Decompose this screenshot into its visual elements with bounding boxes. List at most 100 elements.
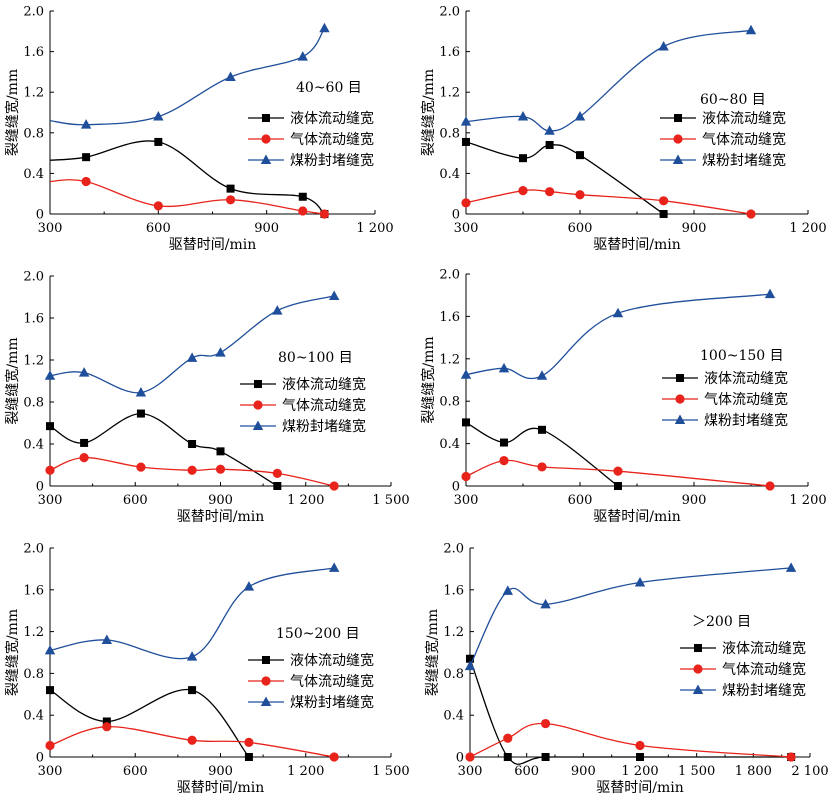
x-tick-label: 1 200: [789, 221, 826, 236]
x-tick-label: 600: [123, 493, 148, 508]
data-point: [329, 481, 339, 491]
legend-label: 气体流动缝宽: [282, 397, 366, 414]
data-point: [518, 186, 528, 196]
y-tick-label: 0: [456, 751, 464, 766]
data-point: [243, 581, 255, 591]
legend-label: 煤粉封堵缝宽: [722, 682, 806, 699]
x-tick-label: 900: [682, 221, 707, 236]
x-tick-label: 600: [146, 221, 171, 236]
data-point: [45, 465, 55, 475]
x-tick-label: 900: [571, 764, 596, 779]
y-tick-label: 2.0: [439, 5, 460, 20]
series-line: [465, 189, 752, 215]
x-tick-label: 1 200: [287, 764, 324, 779]
legend-label: 气体流动缝宽: [290, 673, 374, 690]
data-point: [328, 290, 340, 300]
legend-marker: [261, 134, 271, 144]
series-liquid: [46, 686, 253, 761]
data-point: [80, 438, 89, 447]
data-point: [499, 455, 509, 466]
data-point: [635, 740, 645, 751]
data-point: [136, 462, 146, 472]
y-axis-label: 裂缝缝宽/mm: [4, 69, 21, 156]
x-tick-label: 1 200: [287, 493, 324, 508]
data-point: [634, 576, 646, 587]
legend-marker: [254, 380, 262, 388]
data-point: [460, 116, 472, 126]
data-point: [659, 210, 668, 218]
y-tick-label: 0: [36, 751, 44, 766]
data-point: [154, 137, 163, 146]
data-point: [461, 471, 471, 482]
legend-label: 煤粉封堵缝宽: [290, 694, 374, 711]
legend-label: 液体流动缝宽: [702, 110, 786, 127]
legend-marker: [261, 676, 271, 686]
data-point: [545, 187, 555, 197]
x-axis-label: 驱替时间/min: [177, 509, 265, 525]
legend-marker: [260, 154, 272, 164]
data-point: [102, 717, 111, 726]
data-point: [78, 367, 90, 377]
data-point: [272, 305, 283, 315]
x-tick-label: 900: [682, 493, 707, 508]
series-coal: [49, 22, 330, 129]
chart-panel-4: 0 0.4 0.8 1.2 1.6 2.0 300 600 900 1 200 驱替时间/min 裂缝…: [420, 268, 827, 526]
data-point: [46, 686, 54, 695]
series-line: [49, 688, 250, 758]
series-line: [465, 421, 619, 487]
legend-marker: [693, 664, 703, 674]
series-liquid: [462, 137, 668, 218]
y-tick-label: 1.6: [23, 312, 44, 327]
data-point: [329, 752, 339, 762]
legend-marker: [676, 374, 684, 382]
data-point: [186, 352, 198, 362]
legend-marker: [260, 696, 272, 706]
series-liquid: [46, 409, 282, 490]
x-axis-label: 驱替时间/min: [169, 237, 257, 253]
data-point: [188, 440, 197, 448]
data-point: [544, 125, 555, 135]
data-point: [785, 562, 797, 572]
x-tick-label: 600: [568, 493, 593, 508]
data-point: [500, 438, 508, 447]
data-point: [82, 153, 91, 162]
data-point: [540, 718, 551, 729]
y-tick-label: 2.0: [23, 270, 44, 285]
series-gas: [461, 186, 756, 219]
legend-marker: [694, 644, 702, 652]
data-point: [541, 753, 550, 761]
legend-label: 液体流动缝宽: [290, 652, 374, 669]
x-tick-label: 300: [38, 764, 63, 779]
data-point: [460, 369, 472, 379]
legend-label: 煤粉封堵缝宽: [282, 418, 366, 435]
data-point: [746, 209, 756, 219]
data-point: [188, 686, 197, 695]
y-axis-label: 裂缝缝宽/mm: [424, 609, 441, 696]
panel-annotation: ＞200 目: [692, 614, 751, 630]
data-point: [44, 370, 56, 380]
data-point: [81, 176, 91, 187]
y-tick-label: 1.2: [23, 354, 44, 369]
legend-marker: [675, 394, 685, 404]
data-point: [187, 735, 197, 745]
series-line: [469, 567, 792, 667]
legend-marker: [262, 114, 270, 122]
data-point: [187, 465, 197, 475]
series-line: [465, 141, 664, 215]
x-axis-label: 驱替时间/min: [596, 780, 684, 796]
x-tick-label: 1 500: [372, 764, 409, 779]
y-tick-label: 1.6: [439, 310, 460, 325]
y-tick-label: 2.0: [23, 542, 44, 557]
legend-marker: [673, 134, 683, 144]
data-point: [215, 347, 226, 357]
series-line: [49, 412, 278, 487]
data-point: [153, 201, 163, 211]
data-point: [244, 737, 254, 747]
x-tick-label: 1 500: [372, 493, 409, 508]
data-point: [464, 660, 476, 671]
data-point: [462, 137, 470, 146]
series-gas: [465, 718, 796, 762]
x-tick-label: 600: [568, 221, 593, 236]
y-tick-label: 0.4: [439, 167, 460, 182]
